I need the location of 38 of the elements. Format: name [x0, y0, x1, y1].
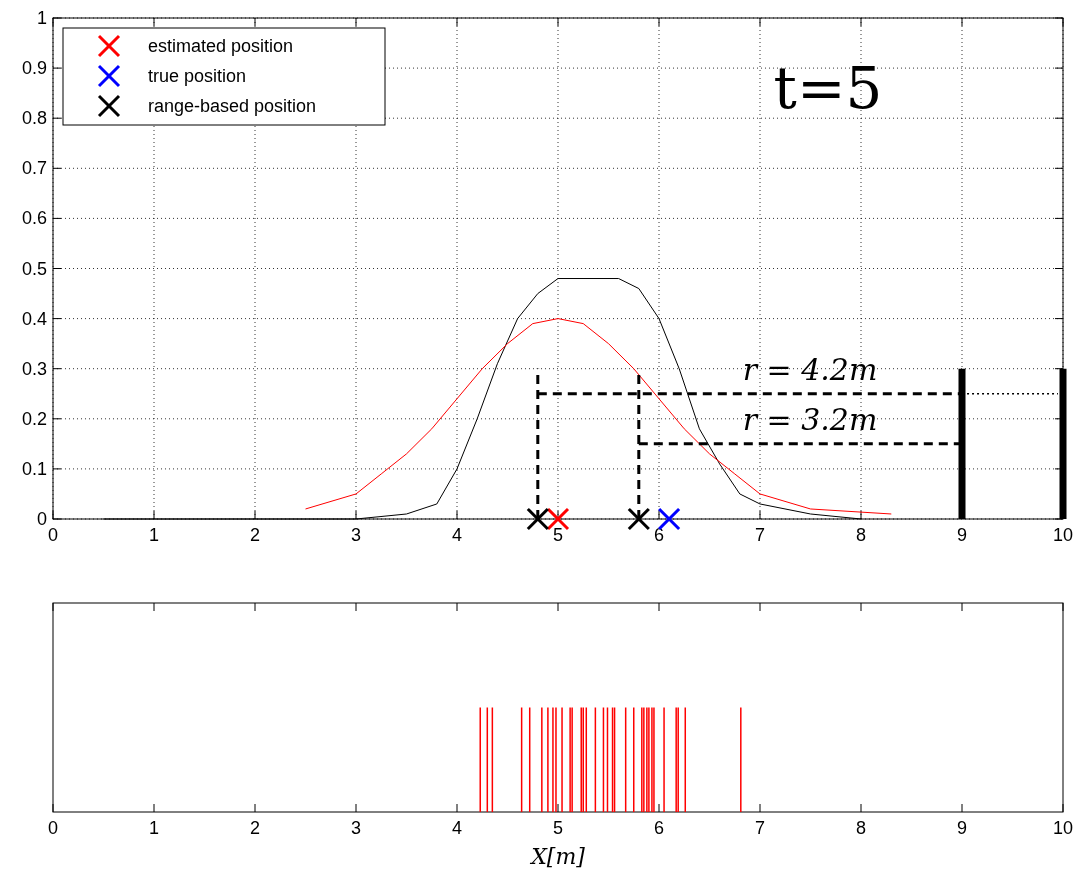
x-tick-label: 4 — [451, 525, 463, 545]
x-tick-label: 7 — [754, 818, 766, 838]
x-tick-label: 9 — [956, 525, 968, 545]
x-tick-label: 8 — [855, 525, 867, 545]
legend-label: estimated position — [148, 36, 294, 56]
legend-label: true position — [148, 66, 247, 86]
x-tick-label: 10 — [1052, 818, 1074, 838]
annotation: r = 3.2m — [742, 402, 878, 437]
x-tick-label: 1 — [148, 818, 160, 838]
legend-label: range-based position — [148, 96, 317, 116]
y-tick-label: 0.3 — [21, 358, 47, 379]
x-tick-label: 2 — [249, 818, 261, 838]
x-tick-label: 7 — [754, 525, 766, 545]
x-tick-label: 2 — [249, 525, 261, 545]
y-tick-label: 0.6 — [21, 208, 47, 229]
y-tick-label: 0.1 — [21, 458, 47, 479]
x-tick-label: 8 — [855, 818, 867, 838]
text: t=5 — [773, 54, 883, 122]
x-tick-label: 3 — [350, 525, 362, 545]
y-tick-label: 0.5 — [21, 258, 47, 279]
annotation: r = 4.2m — [742, 352, 878, 387]
x-tick-label: 5 — [552, 818, 564, 838]
x-tick-label: 9 — [956, 818, 968, 838]
y-tick-label: 0.9 — [21, 58, 47, 79]
x-tick-label: 3 — [350, 818, 362, 838]
y-tick-label: 0.7 — [21, 158, 47, 179]
x-tick-label: 4 — [451, 818, 463, 838]
x-tick-label: 6 — [653, 525, 665, 545]
y-tick-label: 0.4 — [21, 308, 47, 329]
y-tick-label: 0.2 — [21, 408, 47, 429]
x-axis-title: X[m] — [529, 844, 586, 869]
x-tick-label: 10 — [1052, 525, 1074, 545]
y-tick-label: 0 — [36, 509, 47, 529]
x-tick-label: 6 — [653, 818, 665, 838]
x-tick-label: 1 — [148, 525, 160, 545]
y-tick-label: 1 — [36, 8, 47, 28]
y-tick-label: 0.8 — [21, 108, 47, 129]
x-tick-label: 5 — [552, 525, 564, 545]
